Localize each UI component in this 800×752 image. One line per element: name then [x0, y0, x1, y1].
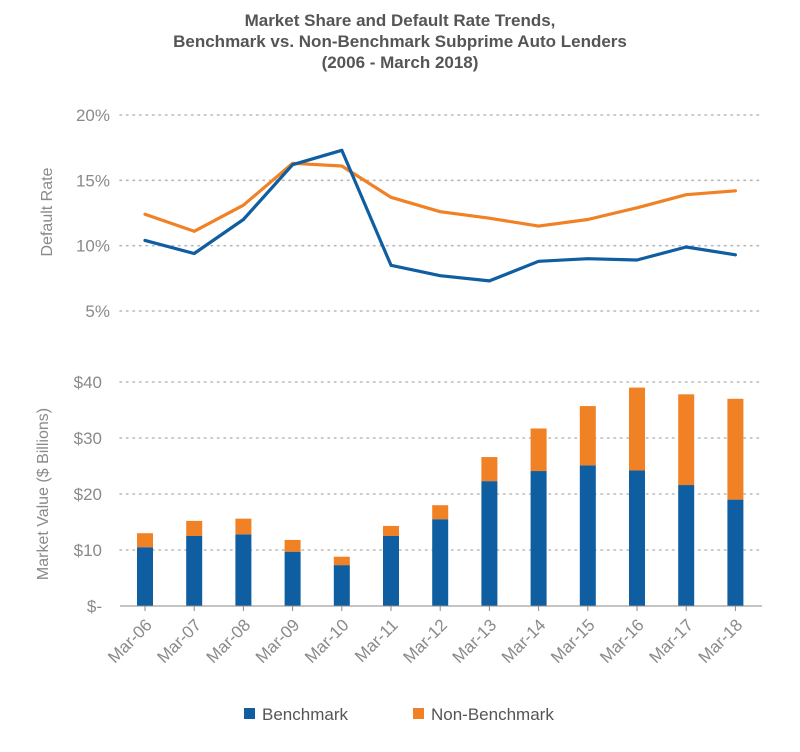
- bar-benchmark: [678, 485, 695, 606]
- line-y-tick-label: 5%: [85, 302, 110, 321]
- x-tick-label: Mar-12: [400, 615, 452, 667]
- legend-swatch-non-benchmark: [413, 708, 424, 719]
- line-point-benchmark: [684, 245, 688, 249]
- bar-non-benchmark: [333, 556, 350, 566]
- legend-swatch-benchmark: [244, 708, 255, 719]
- x-tick-label: Mar-06: [104, 615, 156, 667]
- line-series-non-benchmark: [143, 161, 738, 233]
- bar-chart-y-ticks: $40 $30 $20 $10 $-: [74, 373, 102, 616]
- bar-non-benchmark: [383, 525, 399, 536]
- line-point-benchmark: [242, 218, 245, 221]
- x-tick-label: Mar-14: [498, 615, 550, 667]
- bar-non-benchmark: [235, 518, 252, 535]
- bar-y-tick-label: $-: [87, 597, 102, 616]
- bar-benchmark: [579, 465, 596, 606]
- line-chart-gridlines: [119, 114, 763, 312]
- line-y-tick-label: 10%: [76, 237, 110, 256]
- line-point-non-benchmark: [340, 164, 344, 168]
- line-point-non-benchmark: [537, 224, 540, 228]
- x-tick-label: Mar-15: [547, 615, 599, 667]
- line-point-non-benchmark: [586, 218, 590, 221]
- bar-y-tick-label: $20: [74, 485, 102, 504]
- bar-non-benchmark: [678, 394, 695, 486]
- line-point-benchmark: [389, 263, 393, 267]
- legend-label-non-benchmark: Non-Benchmark: [431, 705, 554, 724]
- line-point-non-benchmark: [242, 203, 245, 207]
- x-tick-label: Mar-13: [449, 615, 501, 667]
- x-tick-label: Mar-17: [646, 615, 698, 667]
- bar-benchmark: [284, 551, 301, 606]
- line-point-benchmark: [635, 258, 639, 262]
- bar-y-tick-label: $30: [74, 429, 102, 448]
- line-point-non-benchmark: [684, 193, 688, 197]
- line-y-tick-label: 20%: [76, 106, 110, 125]
- bar-non-benchmark: [137, 533, 153, 548]
- line-point-benchmark: [438, 274, 442, 278]
- line-point-benchmark: [192, 252, 196, 255]
- line-point-benchmark: [143, 239, 147, 242]
- bar-y-tick-label: $40: [74, 373, 102, 392]
- bar-benchmark: [186, 536, 203, 606]
- chart-title-line-1: Market Share and Default Rate Trends,: [244, 11, 556, 30]
- x-tick-label: Mar-10: [301, 615, 353, 667]
- legend-label-benchmark: Benchmark: [262, 705, 348, 724]
- bar-benchmark: [235, 534, 252, 606]
- line-chart-y-ticks: 20% 15% 10% 5%: [76, 106, 110, 321]
- bar-benchmark: [481, 481, 498, 606]
- bar-benchmark: [333, 565, 350, 606]
- legend: Benchmark Non-Benchmark: [244, 705, 554, 724]
- line-point-non-benchmark: [389, 195, 393, 199]
- x-tick-label: Mar-18: [695, 615, 747, 667]
- bar-non-benchmark: [186, 520, 203, 536]
- line-point-benchmark: [537, 259, 540, 263]
- line-series-benchmark: [143, 148, 738, 283]
- line-point-benchmark: [340, 148, 344, 152]
- bar-benchmark: [432, 519, 449, 606]
- line-point-non-benchmark: [734, 189, 737, 193]
- line-point-benchmark: [488, 279, 491, 283]
- bar-chart-bars: [137, 387, 744, 606]
- x-tick-label: Mar-16: [596, 615, 648, 667]
- chart-title: Market Share and Default Rate Trends, Be…: [0, 10, 800, 73]
- line-y-tick-label: 15%: [76, 171, 110, 190]
- line-point-benchmark: [734, 253, 737, 257]
- chart-title-line-3: (2006 - March 2018): [321, 53, 479, 72]
- line-point-non-benchmark: [192, 229, 196, 233]
- line-chart-y-axis-title: Default Rate: [39, 167, 56, 256]
- x-tick-label: Mar-08: [203, 615, 255, 667]
- x-tick-label: Mar-09: [252, 615, 304, 667]
- bar-non-benchmark: [481, 457, 498, 482]
- bar-benchmark: [383, 536, 399, 606]
- line-point-non-benchmark: [488, 216, 491, 220]
- bar-y-tick-label: $10: [74, 541, 102, 560]
- line-point-non-benchmark: [635, 206, 639, 210]
- bar-benchmark: [727, 499, 744, 606]
- bar-benchmark: [530, 471, 547, 606]
- bar-chart-x-ticks: Mar-06Mar-07Mar-08Mar-09Mar-10Mar-11Mar-…: [104, 606, 746, 667]
- chart-title-line-2: Benchmark vs. Non-Benchmark Subprime Aut…: [173, 32, 627, 51]
- bar-non-benchmark: [432, 505, 449, 520]
- x-tick-label: Mar-07: [154, 615, 206, 667]
- bar-non-benchmark: [284, 539, 301, 552]
- line-chart-series: [143, 148, 738, 283]
- x-tick-label: Mar-11: [351, 615, 402, 666]
- bar-non-benchmark: [530, 428, 547, 472]
- bar-non-benchmark: [579, 406, 596, 466]
- bar-chart-y-axis-title: Market Value ($ Billions): [35, 408, 52, 580]
- bar-non-benchmark: [629, 387, 645, 471]
- line-point-benchmark: [586, 257, 590, 261]
- line-point-non-benchmark: [438, 210, 442, 214]
- bar-benchmark: [137, 547, 153, 606]
- bar-benchmark: [629, 470, 645, 606]
- line-point-benchmark: [291, 163, 294, 167]
- line-point-non-benchmark: [143, 212, 147, 216]
- bar-non-benchmark: [727, 398, 744, 500]
- bar-chart-gridlines: [119, 381, 763, 551]
